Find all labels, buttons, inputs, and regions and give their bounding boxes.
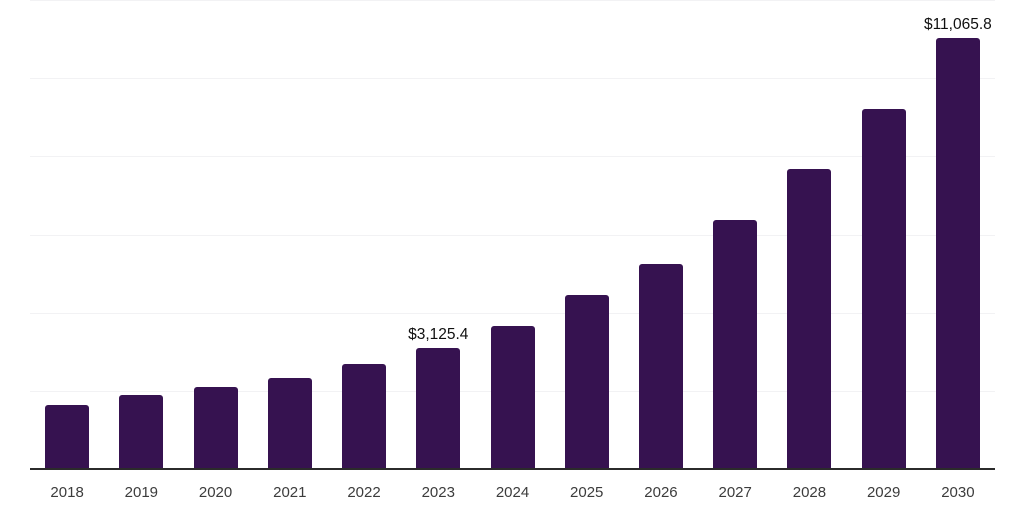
- bar-2021: [267, 377, 312, 470]
- x-tick-label-2022: 2022: [347, 484, 381, 501]
- gridline-4000: [30, 312, 995, 314]
- bar-2018: [45, 404, 90, 470]
- bar-2025: [564, 295, 609, 470]
- x-tick-label-2026: 2026: [644, 484, 678, 501]
- bar-2022: [342, 364, 387, 470]
- x-tick-label-2018: 2018: [50, 484, 84, 501]
- bar-2027: [713, 219, 758, 470]
- bar-2028: [787, 169, 832, 470]
- gridline-6000: [30, 234, 995, 236]
- x-tick-label-2030: 2030: [941, 484, 975, 501]
- bar-2029: [861, 109, 906, 470]
- bar-2026: [638, 264, 683, 470]
- value-label-2023: $3,125.4: [408, 326, 469, 344]
- bar-2020: [193, 386, 238, 470]
- x-tick-label-2021: 2021: [273, 484, 307, 501]
- bar-2023: [416, 347, 461, 470]
- x-axis-line: [30, 468, 995, 470]
- x-tick-label-2024: 2024: [495, 484, 530, 501]
- bar-2019: [119, 394, 164, 470]
- gridline-10000: [30, 78, 995, 80]
- x-axis-tick-labels: 2018 2019 2020 2021 2022 2023 2024 2025 2026 2027…: [30, 485, 995, 505]
- bar-2024: [490, 326, 535, 470]
- plot-area: $3,125.4 $11,065.8: [30, 0, 995, 470]
- gridline-8000: [30, 156, 995, 158]
- x-tick-label-2023: 2023: [421, 484, 455, 501]
- x-tick-label-2020: 2020: [198, 484, 233, 501]
- bar-2030: [935, 37, 980, 470]
- x-tick-label-2019: 2019: [124, 484, 159, 501]
- x-tick-label-2027: 2027: [718, 484, 752, 501]
- value-label-2030: $11,065.8: [923, 16, 992, 34]
- gridline-12000: [30, 0, 995, 1]
- x-tick-label-2025: 2025: [570, 484, 604, 501]
- x-tick-label-2029: 2029: [866, 484, 901, 501]
- x-tick-label-2028: 2028: [792, 484, 827, 501]
